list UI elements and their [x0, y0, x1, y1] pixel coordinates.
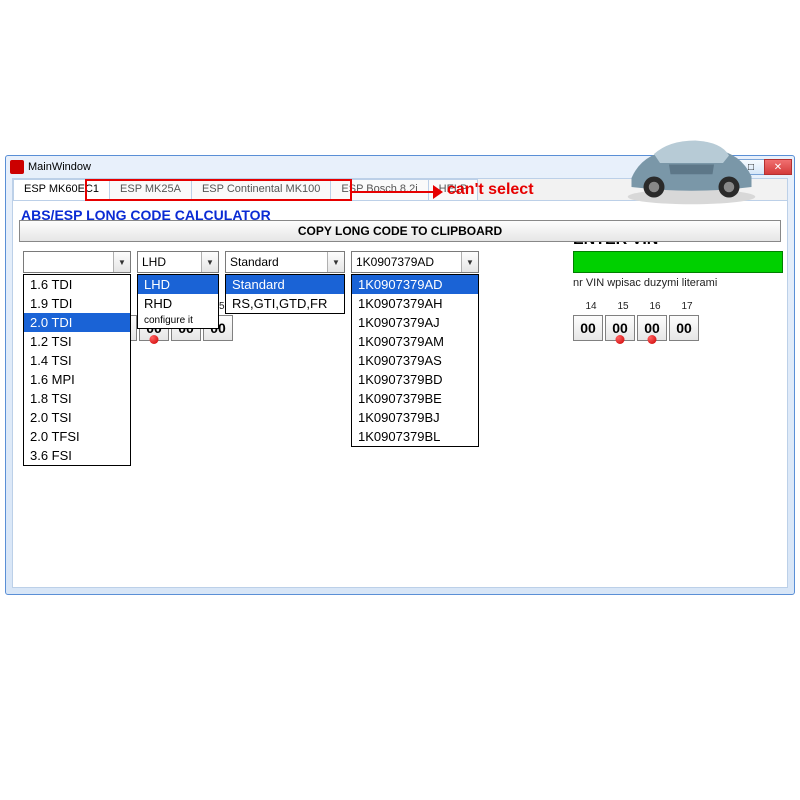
- byte-marker-icon: [150, 335, 159, 344]
- drive-dropdown-list[interactable]: LHDRHDconfigure it: [137, 274, 219, 329]
- tab-esp-continental-mk100[interactable]: ESP Continental MK100: [191, 179, 331, 200]
- engine-dropdown-list[interactable]: 1.6 TDI1.9 TDI2.0 TDI1.2 TSI1.4 TSI1.6 M…: [23, 274, 131, 466]
- byte-index-label: 16: [639, 301, 671, 312]
- part-dropdown[interactable]: 1K0907379AD ▼ 1K0907379AD1K0907379AH1K09…: [351, 251, 479, 273]
- byte-marker-icon: [648, 335, 657, 344]
- byte-index-label: 15: [607, 301, 639, 312]
- byte-index-label: 14: [575, 301, 607, 312]
- dropdown-option[interactable]: 1K0907379AM: [352, 332, 478, 351]
- dropdown-option[interactable]: Standard: [226, 275, 344, 294]
- dropdown-option[interactable]: 1.9 TDI: [24, 294, 130, 313]
- chevron-down-icon[interactable]: ▼: [201, 252, 218, 272]
- dropdown-option[interactable]: 1.6 TDI: [24, 275, 130, 294]
- byte-row-b: 00000000: [573, 315, 701, 341]
- dropdown-option[interactable]: 1K0907379BD: [352, 370, 478, 389]
- vin-input[interactable]: [573, 251, 783, 273]
- dropdown-option[interactable]: 1K0907379AD: [352, 275, 478, 294]
- engine-dropdown[interactable]: ▼ 1.6 TDI1.9 TDI2.0 TDI1.2 TSI1.4 TSI1.6…: [23, 251, 131, 273]
- dropdown-option[interactable]: RHD: [138, 294, 218, 313]
- chevron-down-icon[interactable]: ▼: [327, 252, 344, 272]
- main-window: MainWindow — □ ✕ ESP MK60EC1 ESP MK25A E…: [5, 155, 795, 595]
- window-client-area: ESP MK60EC1 ESP MK25A ESP Continental MK…: [12, 178, 788, 588]
- app-icon: [10, 160, 24, 174]
- tab-esp-mk60ec1[interactable]: ESP MK60EC1: [13, 179, 110, 200]
- variant-dropdown[interactable]: Standard ▼ StandardRS,GTI,GTD,FR: [225, 251, 345, 273]
- copy-long-code-button[interactable]: COPY LONG CODE TO CLIPBOARD: [19, 220, 781, 242]
- dropdown-option[interactable]: 2.0 TDI: [24, 313, 130, 332]
- byte-cell[interactable]: 00: [637, 315, 667, 341]
- dropdown-option[interactable]: 2.0 TSI: [24, 408, 130, 427]
- byte-cell[interactable]: 00: [573, 315, 603, 341]
- chevron-down-icon[interactable]: ▼: [461, 252, 478, 272]
- part-dropdown-list[interactable]: 1K0907379AD1K0907379AH1K0907379AJ1K09073…: [351, 274, 479, 447]
- drive-dropdown[interactable]: LHD ▼ LHDRHDconfigure it: [137, 251, 219, 273]
- annotation-arrow-head: [433, 185, 443, 199]
- dropdown-option[interactable]: 1.6 MPI: [24, 370, 130, 389]
- byte-marker-icon: [616, 335, 625, 344]
- byte-cell[interactable]: 00: [669, 315, 699, 341]
- dropdown-option[interactable]: LHD: [138, 275, 218, 294]
- dropdown-option[interactable]: 1.4 TSI: [24, 351, 130, 370]
- car-illustration: [614, 118, 769, 208]
- chevron-down-icon[interactable]: ▼: [113, 252, 130, 272]
- dropdown-option[interactable]: 2.0 TFSI: [24, 427, 130, 446]
- byte-labels-b: 14151617: [575, 301, 703, 312]
- dropdown-option[interactable]: RS,GTI,GTD,FR: [226, 294, 344, 313]
- dropdown-option[interactable]: 1K0907379AS: [352, 351, 478, 370]
- dropdown-option[interactable]: 1K0907379AH: [352, 294, 478, 313]
- part-dropdown-value: 1K0907379AD: [352, 255, 461, 269]
- dropdown-option[interactable]: 3.6 FSI: [24, 446, 130, 465]
- tab-esp-mk25a[interactable]: ESP MK25A: [109, 179, 192, 200]
- dropdown-option[interactable]: 1K0907379AJ: [352, 313, 478, 332]
- annotation-text: can't select: [447, 181, 534, 199]
- byte-index-label: 17: [671, 301, 703, 312]
- byte-cell[interactable]: 00: [605, 315, 635, 341]
- tab-content: ABS/ESP LONG CODE CALCULATOR HELPER v2.1…: [13, 201, 787, 246]
- dropdown-option[interactable]: 1.2 TSI: [24, 332, 130, 351]
- dropdown-extra-text: configure it: [138, 313, 218, 328]
- dropdown-option[interactable]: 1K0907379BE: [352, 389, 478, 408]
- variant-dropdown-value: Standard: [226, 255, 327, 269]
- dropdown-option[interactable]: 1K0907379BL: [352, 427, 478, 446]
- dropdown-option[interactable]: 1K0907379BJ: [352, 408, 478, 427]
- tab-esp-bosch-82i[interactable]: ESP Bosch 8.2i: [330, 179, 428, 200]
- dropdown-option[interactable]: 1.8 TSI: [24, 389, 130, 408]
- annotation-arrow-line: [352, 191, 436, 193]
- variant-dropdown-list[interactable]: StandardRS,GTI,GTD,FR: [225, 274, 345, 314]
- drive-dropdown-value: LHD: [138, 255, 201, 269]
- vin-hint: nr VIN wpisac duzymi literami: [573, 277, 717, 289]
- window-title: MainWindow: [28, 161, 91, 173]
